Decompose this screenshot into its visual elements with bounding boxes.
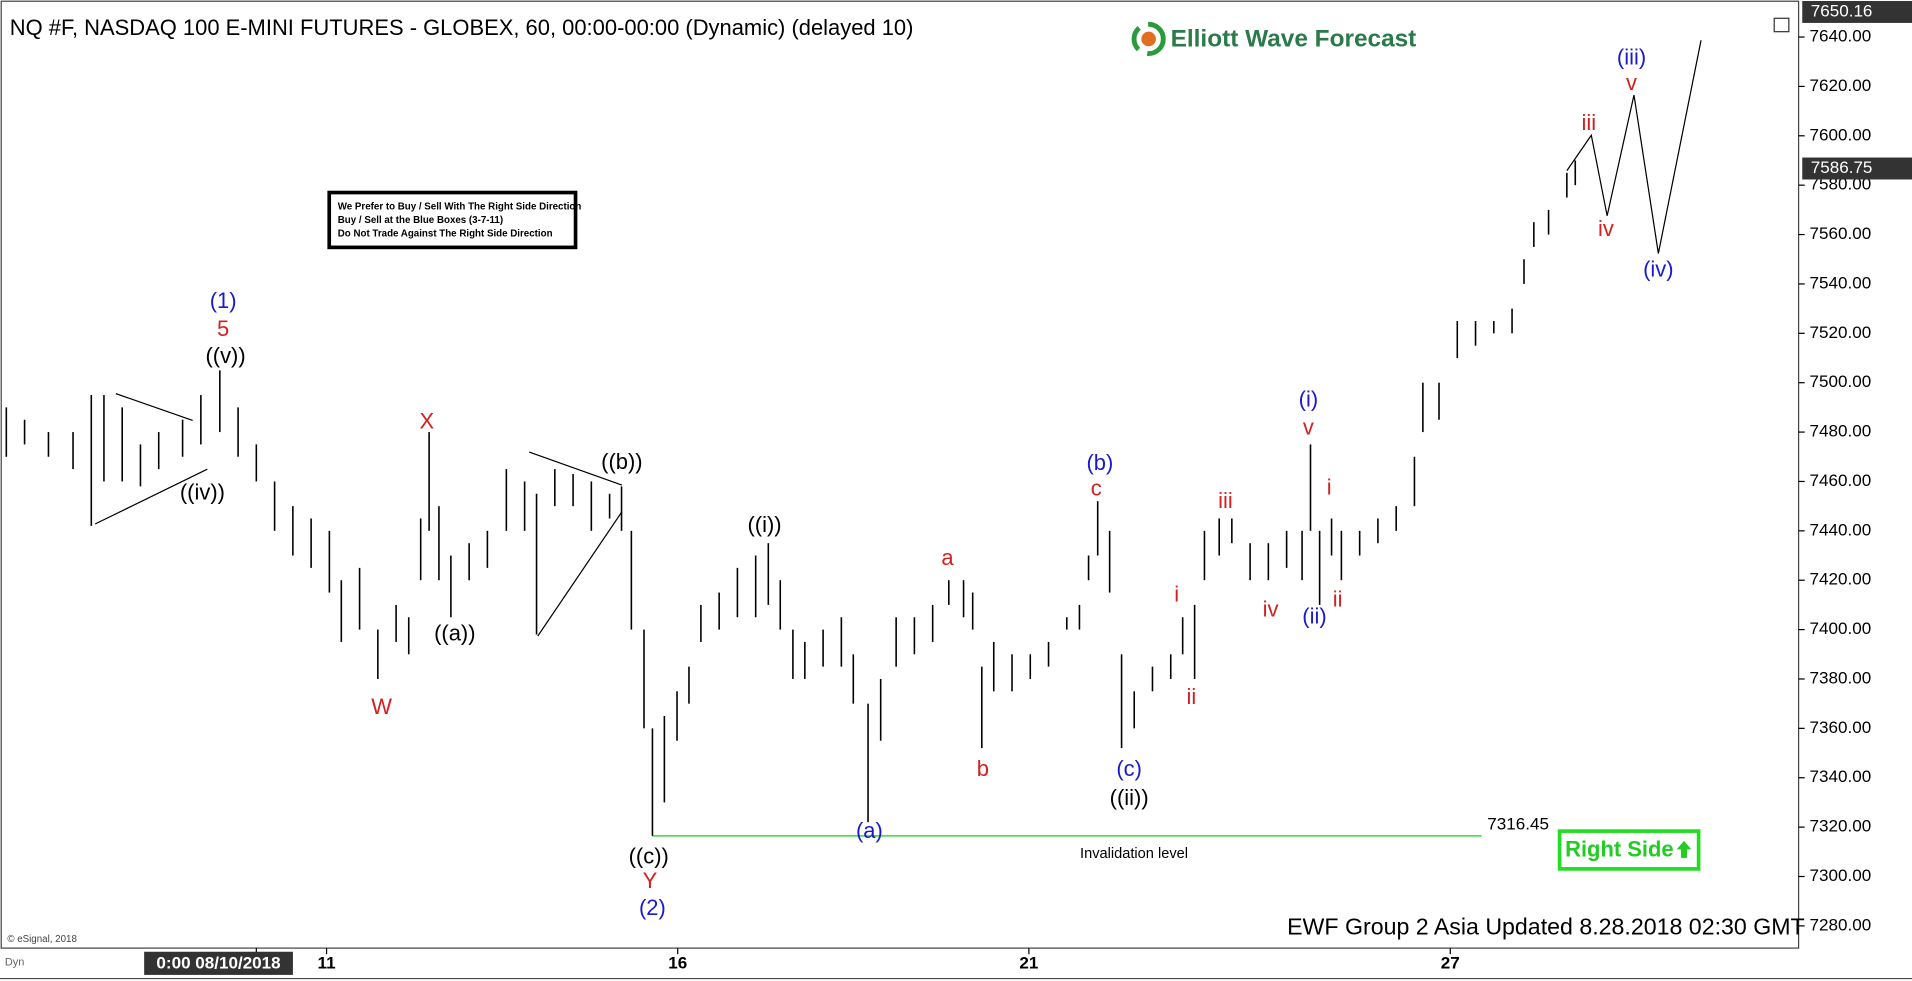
y-tick-label: 7340.00 [1810,767,1872,786]
wave-label: (2) [639,895,666,920]
y-tick-label: 7560.00 [1810,224,1872,243]
wave-label: W [371,694,392,719]
wave-label: (c) [1116,756,1142,781]
wave-label: 5 [217,316,229,341]
wave-label: X [419,409,434,434]
wave-labels: (1) 5 ((v)) ((iv)) X W ((a)) ((b)) ((c))… [180,44,1674,920]
x-tick-label: 21 [1019,953,1038,972]
triangle-line [529,451,623,486]
wave-label: ((c)) [629,844,669,869]
footer: EWF Group 2 Asia Updated 8.28.2018 02:30… [1287,914,1805,940]
x-cursor-box [144,951,293,975]
wave-label: iv [1598,216,1614,241]
y-tick-label: 7620.00 [1810,76,1872,95]
wave-label: ((a)) [434,621,475,646]
wave-label: v [1626,70,1637,95]
y-tick-label: 7600.00 [1810,125,1872,144]
wave-label: b [977,756,989,781]
wave-label: ii [1186,684,1196,709]
wave-label: c [1091,476,1102,501]
price-tag [1802,157,1912,180]
y-tick-label: 7380.00 [1810,668,1872,687]
invalidation-value: 7316.45 [1487,814,1549,833]
triangle-line [115,393,193,422]
x-tick-label: 16 [668,953,687,972]
price-bars: 7316.45 Invalidation level [5,160,1577,862]
wave-label: ((ii)) [1110,785,1149,810]
projection-path [1566,40,1702,254]
wave-label: (iii) [1617,44,1646,69]
y-tick-label: 7360.00 [1810,718,1872,737]
y-tick-label: 7280.00 [1810,915,1872,934]
note-line: Buy / Sell at the Blue Boxes (3-7-11) [338,215,503,226]
y-tick-label: 7540.00 [1810,273,1872,292]
y-tick-label: 7640.00 [1810,27,1872,46]
wave-label: i [1327,474,1332,499]
y-tick-label: 7460.00 [1810,471,1872,490]
x-tick-label: 11 [318,953,336,972]
wave-label: (iv) [1643,256,1673,281]
y-tick-label: 7400.00 [1810,619,1872,638]
wave-label: ((b)) [601,449,642,474]
chart-title: NQ #F, NASDAQ 100 E-MINI FUTURES - GLOBE… [10,15,914,40]
y-tick-label: 7440.00 [1810,520,1872,539]
badge-arrow [1676,840,1692,858]
triangle-line [537,511,623,637]
price-tag-label: 7650.16 [1811,1,1873,20]
x-tick-label: 27 [1441,953,1460,972]
logo-icon [1131,21,1166,57]
y-tick-label: 7520.00 [1810,323,1872,342]
price-tag [1802,0,1912,23]
right-side-badge: Right Side [1557,829,1701,871]
wave-label: (a) [856,818,883,843]
price-tag-label: 7586.75 [1811,158,1873,177]
wave-label: a [941,545,954,570]
window-button[interactable] [1773,17,1790,33]
invalidation-label: Invalidation level [1080,846,1188,862]
logo-icon-core [1141,31,1156,47]
logo: Elliott Wave Forecast [1131,21,1417,57]
wave-label: v [1303,415,1314,440]
y-tick-label: 7500.00 [1810,372,1872,391]
badge-text: Right Side [1565,836,1674,861]
wave-label: ((v)) [205,343,245,368]
y-tick-label: 7320.00 [1810,817,1872,836]
triangle-line [94,468,208,525]
wave-label: iv [1263,596,1279,621]
note-frame [327,190,578,250]
wave-label: ii [1333,587,1343,612]
y-tick-label: 7480.00 [1810,422,1872,441]
wave-label: Y [643,868,658,893]
y-tick-label: 7300.00 [1810,866,1872,885]
drawings [94,40,1702,637]
wave-label: ((i)) [747,512,781,537]
note-line: We Prefer to Buy / Sell With The Right S… [338,202,582,213]
copyright: © eSignal, 2018 [7,934,77,945]
wave-label: ((iv)) [180,479,225,504]
wave-label: iii [1218,488,1233,513]
wave-label: (b) [1086,450,1113,475]
logo-text: Elliott Wave Forecast [1171,26,1417,53]
wave-label: i [1174,582,1179,607]
note-line: Do Not Trade Against The Right Side Dire… [338,229,553,240]
badge-frame [1557,829,1701,871]
wave-label: iii [1582,110,1597,135]
y-tick-label: 7420.00 [1810,570,1872,589]
wave-label: (i) [1299,387,1319,412]
plot-frame [0,0,1800,949]
axes: 7280.00 7300.00 7320.00 7340.00 7360.00 7380.… [144,0,1912,975]
wave-label: (1) [210,288,237,313]
x-tick-label: 0:00 08/10/2018 [156,953,280,972]
note-box: We Prefer to Buy / Sell With The Right S… [327,190,582,250]
mode: Dyn [5,957,25,969]
wave-label: (ii) [1302,604,1326,629]
